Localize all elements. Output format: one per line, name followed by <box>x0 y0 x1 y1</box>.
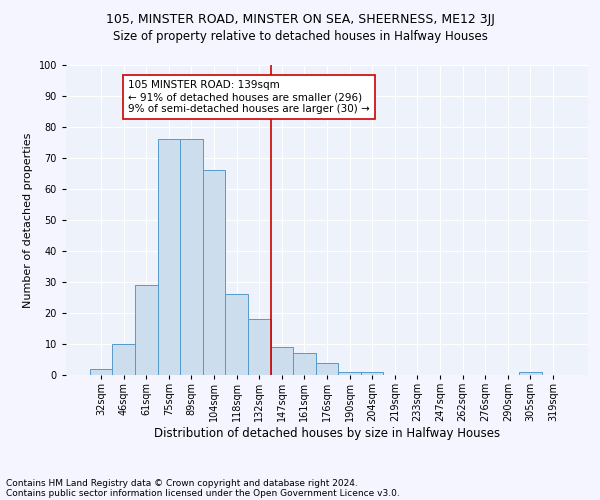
Y-axis label: Number of detached properties: Number of detached properties <box>23 132 33 308</box>
Bar <box>158 140 180 375</box>
Text: 105 MINSTER ROAD: 139sqm
← 91% of detached houses are smaller (296)
9% of semi-d: 105 MINSTER ROAD: 139sqm ← 91% of detach… <box>128 80 370 114</box>
Bar <box>293 354 316 375</box>
Bar <box>338 372 361 375</box>
Bar <box>271 347 293 375</box>
Text: 105, MINSTER ROAD, MINSTER ON SEA, SHEERNESS, ME12 3JJ: 105, MINSTER ROAD, MINSTER ON SEA, SHEER… <box>106 12 494 26</box>
Text: Contains HM Land Registry data © Crown copyright and database right 2024.: Contains HM Land Registry data © Crown c… <box>6 478 358 488</box>
Bar <box>112 344 135 375</box>
Bar <box>519 372 542 375</box>
Bar <box>135 285 158 375</box>
Bar <box>180 140 203 375</box>
Text: Contains public sector information licensed under the Open Government Licence v3: Contains public sector information licen… <box>6 488 400 498</box>
Bar <box>203 170 226 375</box>
Bar <box>316 362 338 375</box>
Bar <box>361 372 383 375</box>
Text: Size of property relative to detached houses in Halfway Houses: Size of property relative to detached ho… <box>113 30 487 43</box>
Bar <box>226 294 248 375</box>
Bar <box>90 369 112 375</box>
X-axis label: Distribution of detached houses by size in Halfway Houses: Distribution of detached houses by size … <box>154 427 500 440</box>
Bar <box>248 319 271 375</box>
